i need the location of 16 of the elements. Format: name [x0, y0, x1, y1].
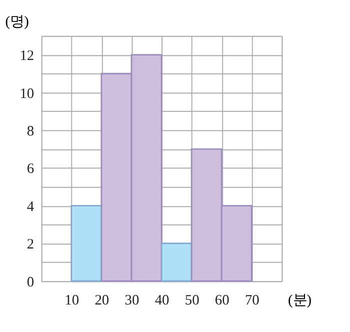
x-tick-label: 50	[184, 292, 200, 309]
y-tick-label: 12	[20, 48, 34, 64]
y-tick-label: 6	[26, 161, 34, 178]
x-axis-title: (분)	[288, 292, 312, 309]
y-tick-label: 2	[26, 236, 34, 253]
x-tick-label: 40	[154, 292, 170, 309]
y-tick-label: 8	[26, 124, 34, 140]
x-tick-label: 70	[244, 292, 260, 309]
y-tick-label: 10	[20, 86, 34, 102]
x-tick-label: 60	[214, 292, 230, 309]
x-tick-label: 10	[64, 292, 80, 309]
x-tick-label: 30	[124, 292, 140, 309]
y-tick-label: 4	[26, 198, 34, 215]
y-tick-label: 0	[26, 274, 34, 290]
x-tick-label: 20	[94, 292, 110, 309]
y-axis-title: (명)	[5, 14, 30, 30]
